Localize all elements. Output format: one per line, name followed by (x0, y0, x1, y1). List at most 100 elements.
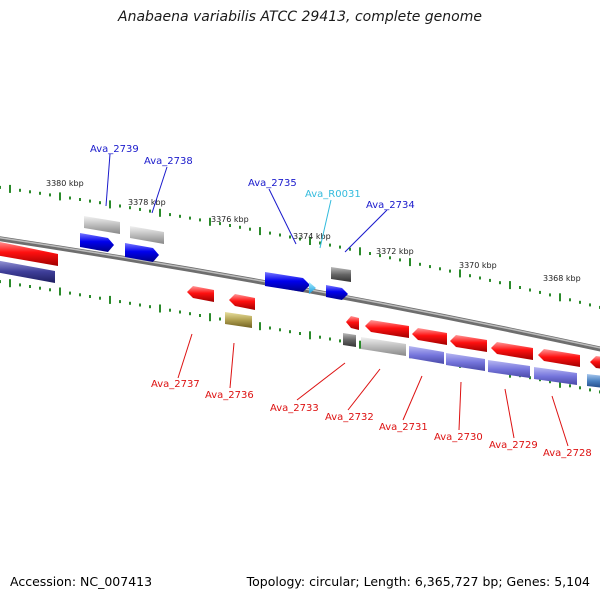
minor-tick (279, 328, 281, 332)
gene-arrow[interactable] (488, 360, 530, 378)
minor-tick (249, 227, 251, 231)
gene-label[interactable]: Ava_2734 (366, 200, 415, 211)
minor-tick (189, 312, 191, 316)
gene-arrow[interactable] (343, 333, 356, 347)
leader-line (344, 209, 388, 253)
gene-arrow[interactable] (538, 349, 580, 367)
gene-label[interactable]: Ava_2728 (543, 448, 592, 459)
minor-tick (289, 330, 291, 334)
gene-arrow[interactable] (346, 316, 359, 330)
minor-tick (499, 281, 501, 285)
minor-tick (529, 288, 531, 292)
gene-label[interactable]: Ava_2732 (325, 412, 374, 423)
minor-tick (299, 237, 301, 241)
major-tick (409, 258, 411, 267)
minor-tick (389, 256, 391, 260)
gene-arrow[interactable] (125, 243, 159, 262)
gene-arrow[interactable] (446, 353, 485, 371)
minor-tick (429, 265, 431, 269)
minor-tick (69, 196, 71, 200)
major-tick (109, 200, 111, 209)
gene-arrow[interactable] (491, 342, 533, 360)
gene-arrow[interactable] (590, 356, 600, 369)
gene-arrow[interactable] (84, 216, 120, 234)
gene-label[interactable]: Ava_2733 (270, 403, 319, 414)
reverse-genes (0, 260, 600, 388)
minor-tick (469, 274, 471, 278)
minor-tick (279, 233, 281, 237)
minor-tick (89, 199, 91, 203)
minor-tick (0, 280, 1, 284)
minor-tick (179, 310, 181, 314)
minor-tick (589, 388, 591, 392)
gene-arrow[interactable] (534, 367, 577, 385)
minor-tick (489, 278, 491, 282)
minor-tick (379, 254, 381, 258)
gene-arrow[interactable] (365, 320, 409, 338)
topology-text: Topology: circular; Length: 6,365,727 bp… (246, 574, 590, 589)
gene-arrow[interactable] (187, 286, 214, 302)
minor-tick (519, 286, 521, 289)
leader-line (105, 153, 111, 207)
minor-tick (99, 201, 101, 205)
gene-arrow[interactable] (412, 328, 447, 345)
gene-arrow[interactable] (130, 226, 164, 244)
minor-tick (549, 380, 551, 384)
minor-tick (579, 386, 581, 390)
minor-tick (99, 296, 101, 300)
gene-arrow[interactable] (309, 282, 316, 294)
map-title: Anabaena variabilis ATCC 29413, complete… (118, 9, 482, 25)
gene-label[interactable]: Ava_R0031 (305, 189, 361, 200)
kbp-label: 3374 kbp (293, 232, 331, 241)
minor-tick (49, 193, 51, 197)
gene-label[interactable]: Ava_2730 (434, 432, 483, 443)
kbp-label: 3370 kbp (459, 261, 497, 270)
major-tick (209, 313, 211, 322)
gene-label[interactable]: Ava_2731 (379, 422, 428, 433)
major-tick (9, 184, 11, 193)
leader-line (268, 188, 297, 245)
gene-label[interactable]: Ava_2736 (205, 390, 254, 401)
gene-arrow[interactable] (225, 312, 252, 328)
minor-tick (79, 293, 81, 297)
gene-label[interactable]: Ava_2739 (90, 144, 139, 155)
gene-label[interactable]: Ava_2735 (248, 178, 297, 189)
gene-arrow[interactable] (361, 337, 406, 356)
gene-arrow[interactable] (0, 241, 58, 266)
minor-tick (589, 303, 591, 307)
minor-tick (439, 267, 441, 271)
gene-label[interactable]: Ava_2738 (144, 156, 193, 167)
gene-arrow[interactable] (409, 346, 444, 364)
leader-line (347, 368, 381, 411)
gene-label[interactable]: Ava_2729 (489, 440, 538, 451)
leader-line (402, 375, 423, 421)
minor-tick (139, 303, 141, 307)
minor-tick (269, 326, 271, 330)
major-tick (109, 295, 111, 304)
minor-tick (319, 335, 321, 339)
major-tick (309, 237, 311, 245)
major-tick (259, 227, 261, 236)
gene-arrow[interactable] (587, 374, 600, 388)
minor-tick (479, 276, 481, 280)
gene-arrow[interactable] (229, 294, 255, 310)
leader-line (229, 342, 235, 389)
major-tick (159, 208, 161, 217)
minor-tick (239, 225, 241, 229)
minor-tick (399, 258, 401, 262)
major-tick (9, 279, 11, 288)
minor-tick (19, 188, 21, 192)
gene-arrow[interactable] (0, 260, 55, 283)
minor-tick (539, 290, 541, 294)
minor-tick (299, 332, 301, 335)
gene-arrow[interactable] (450, 335, 487, 352)
accession-text: Accession: NC_007413 (10, 574, 153, 589)
gene-arrow[interactable] (265, 272, 310, 292)
gene-arrow[interactable] (326, 285, 348, 300)
gene-label[interactable]: Ava_2737 (151, 379, 200, 390)
gene-arrow[interactable] (80, 233, 114, 252)
kbp-label: 3372 kbp (376, 247, 414, 256)
leader-line (504, 388, 515, 439)
gene-arrow[interactable] (331, 267, 351, 282)
